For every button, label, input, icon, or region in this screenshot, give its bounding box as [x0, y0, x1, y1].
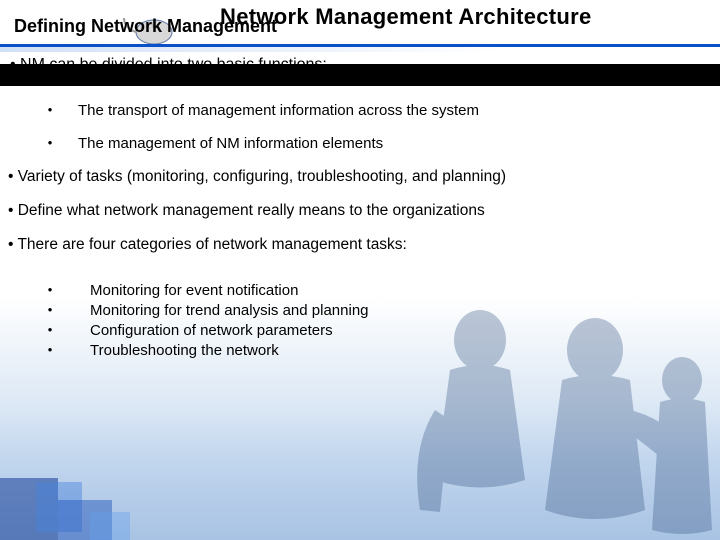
divider-fade	[0, 47, 720, 52]
bullet-icon: •	[40, 102, 60, 119]
accent-square	[90, 512, 130, 540]
sub-bullet-text: The management of NM information element…	[60, 135, 383, 152]
sub-bullet: • The management of NM information eleme…	[40, 135, 720, 152]
slide: Network Management Architecture Defining…	[0, 0, 720, 540]
bullet-icon: •	[40, 322, 60, 339]
main-bullet: • Variety of tasks (monitoring, configur…	[8, 168, 720, 186]
main-bullet: • There are four categories of network m…	[8, 236, 720, 254]
task-text: Monitoring for trend analysis and planni…	[60, 302, 369, 319]
black-bar	[0, 64, 720, 86]
task-text: Monitoring for event notification	[60, 282, 298, 299]
sub-bullet-text: The transport of management information …	[60, 102, 479, 119]
content-area: • The transport of management informatio…	[0, 96, 720, 362]
sub-bullet: • The transport of management informatio…	[40, 102, 720, 119]
bullet-icon: •	[40, 342, 60, 359]
list-item: • Monitoring for event notification	[40, 282, 720, 299]
list-item: • Troubleshooting the network	[40, 342, 720, 359]
bullet-icon: •	[40, 135, 60, 152]
task-text: Troubleshooting the network	[60, 342, 279, 359]
bullet-icon: •	[40, 302, 60, 319]
header: Network Management Architecture Defining…	[0, 0, 720, 4]
task-list: • Monitoring for event notification • Mo…	[40, 282, 720, 359]
list-item: • Configuration of network parameters	[40, 322, 720, 339]
bullet-icon: •	[40, 282, 60, 299]
list-item: • Monitoring for trend analysis and plan…	[40, 302, 720, 319]
main-bullet: • Define what network management really …	[8, 202, 720, 220]
task-text: Configuration of network parameters	[60, 322, 333, 339]
subtitle: Defining Network Management	[14, 16, 277, 37]
